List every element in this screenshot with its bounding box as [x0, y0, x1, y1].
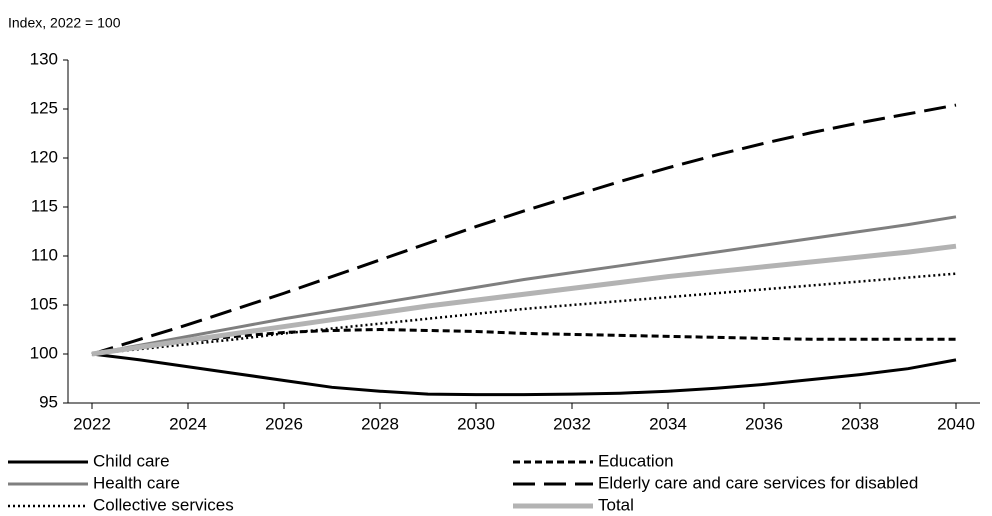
- series-line: [91, 243, 957, 357]
- x-tick-label: 2028: [361, 414, 399, 433]
- legend-label: Collective services: [93, 495, 234, 514]
- series-line: [91, 103, 957, 356]
- x-tick-label: 2038: [841, 414, 879, 433]
- y-axis-label: Index, 2022 = 100: [8, 15, 121, 31]
- x-tick-label: 2030: [457, 414, 495, 433]
- series-line: [91, 327, 956, 356]
- y-tick-label: 130: [30, 49, 58, 68]
- x-tick-label: 2024: [169, 414, 207, 433]
- legend-label: Child care: [93, 451, 170, 470]
- y-tick-label: 120: [30, 147, 58, 166]
- y-tick-label: 95: [39, 392, 58, 411]
- x-tick-label: 2032: [553, 414, 591, 433]
- x-tick-label: 2022: [73, 414, 111, 433]
- legend-label: Elderly care and care services for disab…: [598, 473, 918, 492]
- series-line: [91, 215, 957, 356]
- x-tick-label: 2026: [265, 414, 303, 433]
- x-tick-label: 2036: [745, 414, 783, 433]
- series-line: [91, 352, 957, 397]
- x-tick-label: 2040: [937, 414, 975, 433]
- legend-label: Total: [598, 495, 634, 514]
- y-tick-label: 100: [30, 343, 58, 362]
- y-tick-label: 125: [30, 98, 58, 117]
- y-tick-label: 115: [31, 196, 58, 215]
- x-tick-label: 2034: [649, 414, 687, 433]
- y-tick-label: 110: [31, 245, 58, 264]
- legend-label: Education: [598, 451, 674, 470]
- legend-label: Health care: [93, 473, 180, 492]
- y-tick-label: 105: [30, 294, 58, 313]
